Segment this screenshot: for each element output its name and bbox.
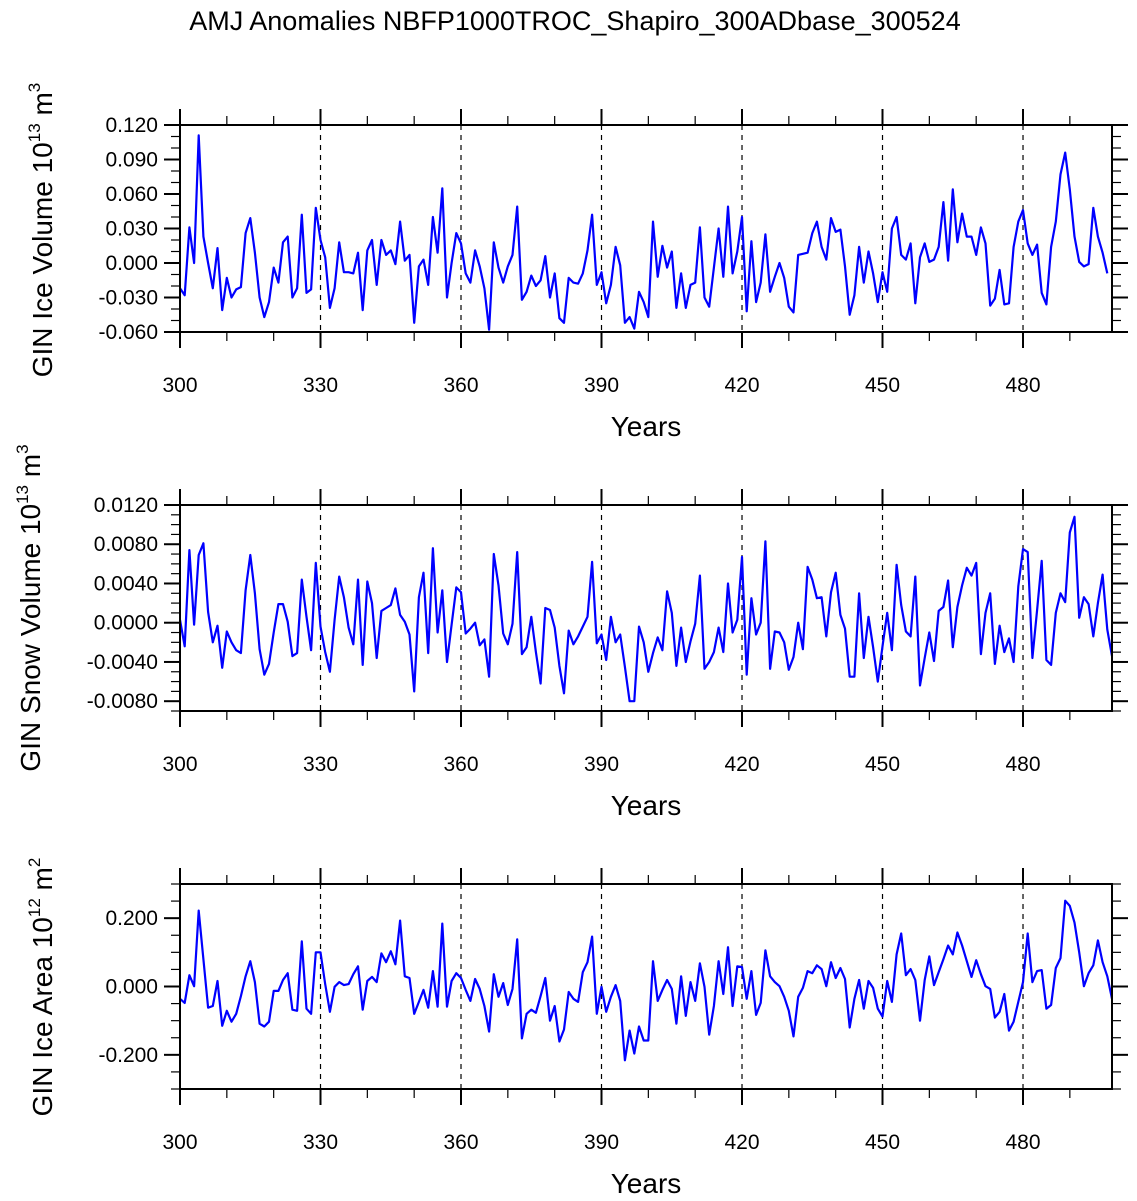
- x-tick-label: 480: [1005, 753, 1040, 776]
- x-tick-label: 420: [724, 374, 759, 397]
- y-axis-label-exponent: 13: [25, 123, 44, 142]
- x-tick-label: 450: [865, 753, 900, 776]
- y-tick-label: 0.200: [105, 907, 158, 930]
- y-axis-label: GIN Ice Area 1012 m2: [25, 858, 58, 1117]
- x-tick-label: 480: [1005, 1131, 1040, 1154]
- y-tick-label: 0.0080: [94, 533, 158, 556]
- x-tick-label: 480: [1005, 374, 1040, 397]
- x-tick-label: 420: [724, 753, 759, 776]
- y-axis-label-text: GIN Snow Volume 10: [15, 504, 46, 772]
- y-tick-label: 0.090: [105, 149, 158, 172]
- chart-title: AMJ Anomalies NBFP1000TROC_Shapiro_300AD…: [189, 6, 960, 36]
- x-tick-label: 330: [303, 753, 338, 776]
- y-tick-label: 0.0120: [94, 494, 158, 517]
- y-tick-label: -0.060: [98, 321, 158, 344]
- x-tick-label: 300: [162, 753, 197, 776]
- y-tick-label: -0.030: [98, 287, 158, 310]
- x-tick-label: 390: [584, 753, 619, 776]
- x-tick-label: 300: [162, 1131, 197, 1154]
- panel-1: 300 330 360 390 420 450 480 Years 0.120 0.090 0.06…: [25, 83, 1128, 442]
- y-tick-label: 0.000: [105, 252, 158, 275]
- x-tick-label: 330: [303, 1131, 338, 1154]
- y-axis-label-text: GIN Ice Volume 10: [27, 142, 58, 377]
- x-tick-label: 390: [584, 374, 619, 397]
- x-axis-label: Years: [611, 790, 682, 821]
- x-tick-label: 360: [443, 1131, 478, 1154]
- x-tick-label: 450: [865, 1131, 900, 1154]
- y-axis-label-unit: m: [15, 454, 46, 485]
- y-axis-label: GIN Snow Volume 1013 m3: [13, 444, 46, 771]
- y-tick-label: 0.0000: [94, 612, 158, 635]
- y-axis-label-unit-exponent: 3: [25, 83, 44, 92]
- x-tick-label: 360: [443, 753, 478, 776]
- y-axis-label-unit-exponent: 3: [13, 444, 32, 453]
- y-tick-label: 0.0040: [94, 572, 158, 595]
- y-tick-label: 0.120: [105, 114, 158, 137]
- y-axis-label-unit: m: [27, 92, 58, 123]
- y-tick-label: -0.0040: [87, 651, 158, 674]
- data-line: [179, 134, 1109, 331]
- x-tick-label: 360: [443, 374, 478, 397]
- y-tick-label: 0.030: [105, 218, 158, 241]
- y-tick-label: 0.000: [105, 976, 158, 999]
- plot-frame: [179, 883, 1113, 1090]
- y-tick-label: -0.200: [98, 1044, 158, 1067]
- x-tick-label: 330: [303, 374, 338, 397]
- plot-frame: [179, 504, 1113, 712]
- y-axis-label-exponent: 12: [25, 898, 44, 917]
- y-tick-label: -0.0080: [87, 690, 158, 713]
- y-axis-label-exponent: 13: [13, 485, 32, 504]
- x-tick-label: 300: [162, 374, 197, 397]
- x-tick-label: 390: [584, 1131, 619, 1154]
- panel-2: 300 330 360 390 420 450 480 Years 0.0120 0.0080 0.…: [13, 444, 1128, 821]
- panel-3: 300 330 360 390 420 450 480 Years 0.200 0.000 -0.2…: [25, 858, 1128, 1199]
- data-line: [179, 899, 1114, 1062]
- y-axis-label-unit: m: [27, 867, 58, 898]
- x-tick-label: 420: [724, 1131, 759, 1154]
- x-axis-label: Years: [611, 1168, 682, 1199]
- y-axis-label-unit-exponent: 2: [25, 858, 44, 867]
- y-tick-label: 0.060: [105, 183, 158, 206]
- x-axis-label: Years: [611, 411, 682, 442]
- y-axis-label-text: GIN Ice Area 10: [27, 917, 58, 1116]
- x-tick-label: 450: [865, 374, 900, 397]
- y-axis-label: GIN Ice Volume 1013 m3: [25, 83, 58, 378]
- data-line: [178, 515, 1114, 703]
